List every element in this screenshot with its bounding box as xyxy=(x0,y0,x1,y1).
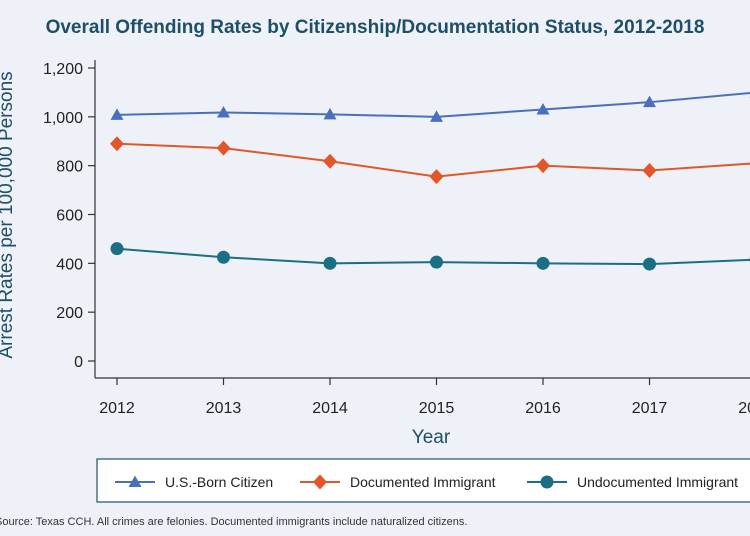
data-point xyxy=(642,163,657,179)
data-point xyxy=(429,169,444,185)
legend-marker xyxy=(128,475,142,487)
series-1 xyxy=(110,136,750,185)
legend-label: U.S.-Born Citizen xyxy=(165,474,273,490)
y-tick-label: 800 xyxy=(56,159,83,176)
data-point xyxy=(643,257,656,271)
y-tick-label: 600 xyxy=(56,208,83,225)
y-tick-label: 200 xyxy=(56,305,83,322)
x-tick-label: 2013 xyxy=(206,400,242,417)
x-tick-label: 2015 xyxy=(419,400,455,417)
legend-box xyxy=(96,458,750,503)
legend-label: Undocumented Immigrant xyxy=(577,474,738,490)
source-note: Source: Texas CCH. All crimes are feloni… xyxy=(0,516,467,528)
series-0 xyxy=(110,91,750,122)
data-point xyxy=(110,242,124,256)
y-axis-label: Arrest Rates per 100,000 Persons xyxy=(0,71,17,358)
x-tick-label: 2016 xyxy=(525,400,561,417)
legend-marker xyxy=(540,475,554,489)
data-point xyxy=(430,110,443,122)
x-tick-label: 2017 xyxy=(632,400,668,417)
legend: U.S.-Born Citizen Documented Immigrant Und… xyxy=(115,474,738,490)
data-point xyxy=(217,250,230,264)
legend-entry: Undocumented Immigrant xyxy=(527,474,738,490)
data-point xyxy=(110,108,124,120)
x-tick-label: 2018 xyxy=(738,400,750,417)
data-point xyxy=(536,256,550,270)
y-tick-label: 1,200 xyxy=(43,61,83,78)
series-layer xyxy=(110,91,750,271)
legend-entry: Documented Immigrant xyxy=(300,474,496,490)
y-tick-label: 1,000 xyxy=(43,110,83,127)
x-tick-label: 2012 xyxy=(99,400,135,417)
series-line xyxy=(116,91,750,118)
data-point xyxy=(110,136,124,152)
x-tick-label: 2014 xyxy=(312,400,348,417)
data-point xyxy=(323,153,337,169)
data-point xyxy=(536,103,550,115)
legend-label: Documented Immigrant xyxy=(350,474,496,490)
axes: 0 200 400 600 800 1,000 1,200 2012 2013 2014 2015 2… xyxy=(43,60,750,417)
series-2 xyxy=(110,242,750,271)
legend-marker xyxy=(313,474,327,490)
data-point xyxy=(323,107,337,120)
data-point xyxy=(643,95,656,108)
legend-entry: U.S.-Born Citizen xyxy=(115,474,273,490)
data-point xyxy=(217,105,230,118)
y-tick-label: 0 xyxy=(74,354,83,371)
data-point xyxy=(216,140,231,156)
x-axis-label: Year xyxy=(412,427,451,448)
y-tick-label: 400 xyxy=(56,256,83,273)
data-point xyxy=(536,158,550,174)
data-point xyxy=(323,256,337,270)
data-point xyxy=(430,255,443,269)
chart-title: Overall Offending Rates by Citizenship/D… xyxy=(46,17,705,38)
